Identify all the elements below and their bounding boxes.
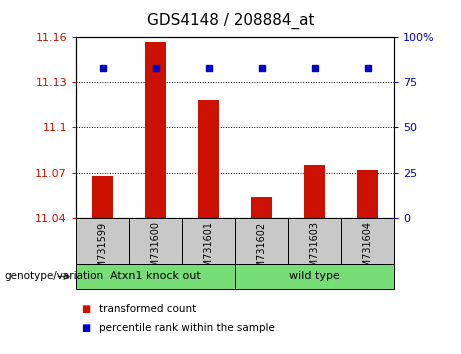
Point (152, 65, 160, 71)
Text: genotype/variation: genotype/variation (5, 272, 104, 281)
Point (205, 65, 212, 71)
Bar (76, 218, 129, 264)
Text: GDS4148 / 208884_at: GDS4148 / 208884_at (147, 12, 314, 29)
Text: ■: ■ (81, 323, 90, 333)
Bar (76, 264, 235, 289)
Bar (235, 218, 288, 264)
Bar (251, 196, 272, 218)
Text: GSM731600: GSM731600 (151, 221, 160, 280)
Bar (198, 100, 219, 218)
Bar (235, 264, 394, 289)
Text: transformed count: transformed count (99, 304, 196, 314)
Text: GSM731602: GSM731602 (257, 221, 266, 280)
Point (99, 65, 106, 71)
Text: wild type: wild type (289, 272, 340, 281)
Text: ■: ■ (81, 304, 90, 314)
Bar (145, 42, 166, 218)
Bar (288, 218, 341, 264)
Text: GSM731599: GSM731599 (98, 221, 107, 280)
Bar (341, 218, 394, 264)
Point (258, 65, 266, 71)
Text: Atxn1 knock out: Atxn1 knock out (110, 272, 201, 281)
Bar (129, 218, 182, 264)
Text: GSM731603: GSM731603 (310, 221, 319, 280)
Bar (92, 176, 113, 218)
Bar (304, 165, 325, 218)
Point (364, 65, 372, 71)
Text: percentile rank within the sample: percentile rank within the sample (99, 323, 275, 333)
Text: GSM731601: GSM731601 (204, 221, 213, 280)
Bar (182, 218, 235, 264)
Text: GSM731604: GSM731604 (363, 221, 372, 280)
Bar (357, 170, 378, 218)
Point (311, 65, 318, 71)
